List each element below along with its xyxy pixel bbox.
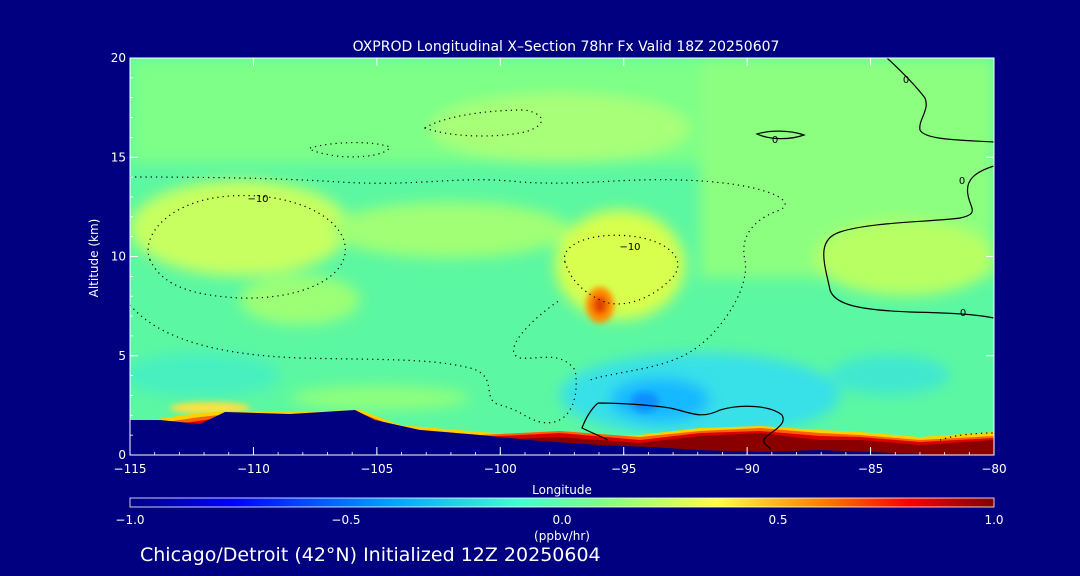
colorbar-gradient — [129, 497, 995, 508]
colorbar-label: (ppbv/hr) — [534, 529, 590, 543]
y-tick-label: 15 — [111, 150, 126, 164]
field-blobs — [130, 58, 994, 437]
terrain-mask — [130, 410, 940, 455]
plot-area: −10 −10 0 0 0 0 — [130, 58, 994, 455]
caption: Chicago/Detroit (42°N) Initialized 12Z 2… — [140, 544, 601, 566]
colorbar-tick-label: 0.0 — [552, 513, 571, 527]
colorbar-tick-label: 1.0 — [984, 513, 1003, 527]
contour-zero-small-loop — [755, 130, 806, 140]
x-tick-label: −85 — [858, 462, 883, 476]
x-tick-label: −100 — [484, 462, 517, 476]
contour-label-neg10-center: −10 — [619, 242, 640, 253]
contour-label-zero-c: 0 — [959, 176, 965, 187]
contour-zero-upper-right — [886, 58, 994, 143]
contour-negative-broad — [130, 176, 786, 424]
colorbar-ticks: −1.0 −0.5 0.0 0.5 1.0 — [115, 513, 1003, 527]
x-tick-label: −110 — [237, 462, 270, 476]
chart-title: OXPROD Longitudinal X–Section 78hr Fx Va… — [353, 39, 780, 55]
contour-label-zero-b: 0 — [772, 135, 778, 146]
contour-negative-center — [563, 234, 679, 305]
contour-label-neg10-left: −10 — [247, 194, 268, 205]
x-axis-title: Longitude — [532, 483, 592, 497]
y-tick-label: 0 — [118, 448, 126, 462]
colorbar: −1.0 −0.5 0.0 0.5 1.0 (ppbv/hr) — [115, 497, 1004, 543]
y-tick-label: 20 — [111, 51, 126, 65]
contour-negative-upper-left — [147, 194, 346, 299]
contour-labels: −10 −10 0 0 0 0 — [247, 75, 966, 319]
x-tick-label: −90 — [734, 462, 759, 476]
contour-label-zero-a: 0 — [903, 75, 909, 86]
x-tick-label: −115 — [114, 462, 147, 476]
field-highlights — [170, 287, 659, 414]
contour-negative-right-low — [939, 432, 994, 441]
contour-zero-low-center — [581, 402, 784, 451]
y-tick-label: 10 — [111, 250, 126, 264]
x-tick-label: −95 — [611, 462, 636, 476]
colorbar-tick-label: −0.5 — [331, 513, 360, 527]
contour-label-zero-d: 0 — [960, 308, 966, 319]
colorbar-tick-label: 0.5 — [768, 513, 787, 527]
y-tick-label: 5 — [118, 349, 126, 363]
x-tick-label: −80 — [981, 462, 1006, 476]
y-axis-title: Altitude (km) — [87, 219, 101, 298]
x-tick-label: −105 — [360, 462, 393, 476]
contour-zero-right — [823, 165, 994, 319]
colorbar-tick-label: −1.0 — [115, 513, 144, 527]
contour-lines — [130, 58, 994, 451]
